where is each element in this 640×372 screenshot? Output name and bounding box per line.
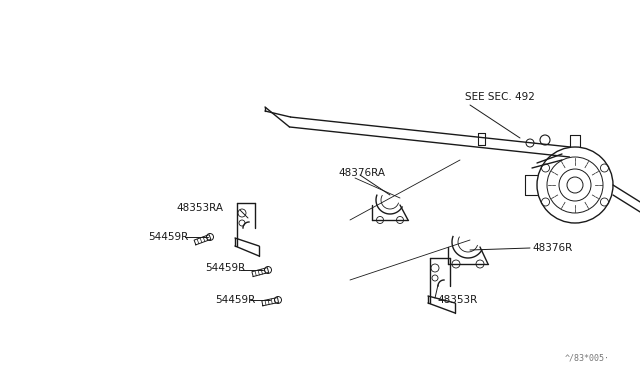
Text: 54459R: 54459R (205, 263, 245, 273)
Text: 54459R: 54459R (215, 295, 255, 305)
Text: 48376RA: 48376RA (338, 168, 385, 178)
Text: 48353RA: 48353RA (176, 203, 223, 213)
Text: 48376R: 48376R (532, 243, 572, 253)
Circle shape (540, 135, 550, 145)
Text: SEE SEC. 492: SEE SEC. 492 (465, 92, 535, 102)
Text: ^/83*005·: ^/83*005· (565, 353, 610, 362)
Text: 48353R: 48353R (437, 295, 477, 305)
Text: 54459R: 54459R (148, 232, 188, 242)
